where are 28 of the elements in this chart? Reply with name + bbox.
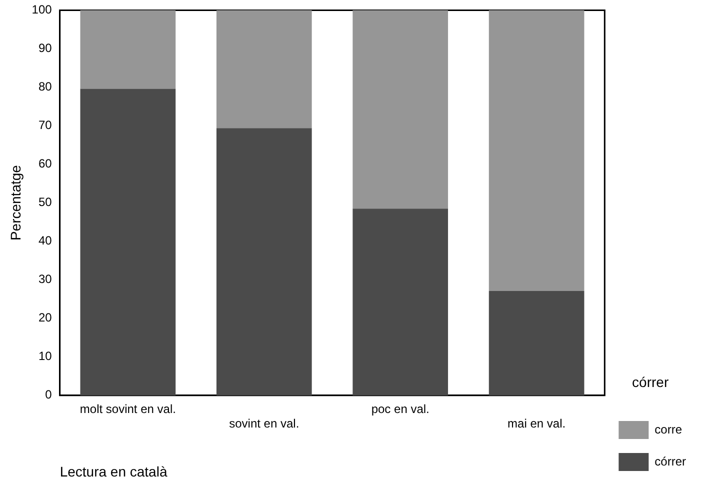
y-tick-label: 60 xyxy=(38,156,52,171)
y-tick-label: 20 xyxy=(38,310,52,325)
bar xyxy=(80,88,176,396)
y-tick-label: 100 xyxy=(32,2,52,17)
bar xyxy=(488,10,584,292)
y-tick-label: 40 xyxy=(38,234,52,248)
y-tick-label: 30 xyxy=(38,272,52,286)
y-axis-title: Percentatge xyxy=(7,164,24,241)
x-axis-title: Lectura en català xyxy=(60,463,168,480)
legend-label: córrer xyxy=(654,454,686,468)
bar xyxy=(80,10,176,89)
x-tick-label: molt sovint en val. xyxy=(80,402,176,416)
y-tick-label: 80 xyxy=(38,80,52,94)
legend-title: córrer xyxy=(632,374,669,390)
bar xyxy=(216,10,312,128)
legend-label: corre xyxy=(654,422,682,436)
bar xyxy=(216,128,312,396)
y-tick-label: 90 xyxy=(38,41,52,56)
y-tick-label: 70 xyxy=(38,118,52,132)
x-tick-label: sovint en val. xyxy=(229,416,300,430)
y-tick-label: 0 xyxy=(45,388,52,402)
x-tick-label: mai en val. xyxy=(508,416,566,430)
bar xyxy=(488,291,584,396)
bar xyxy=(352,208,448,396)
y-tick-label: 10 xyxy=(38,349,52,364)
bar xyxy=(352,10,448,209)
y-tick-label: 50 xyxy=(38,195,52,210)
x-tick-label: poc en val. xyxy=(371,402,430,416)
